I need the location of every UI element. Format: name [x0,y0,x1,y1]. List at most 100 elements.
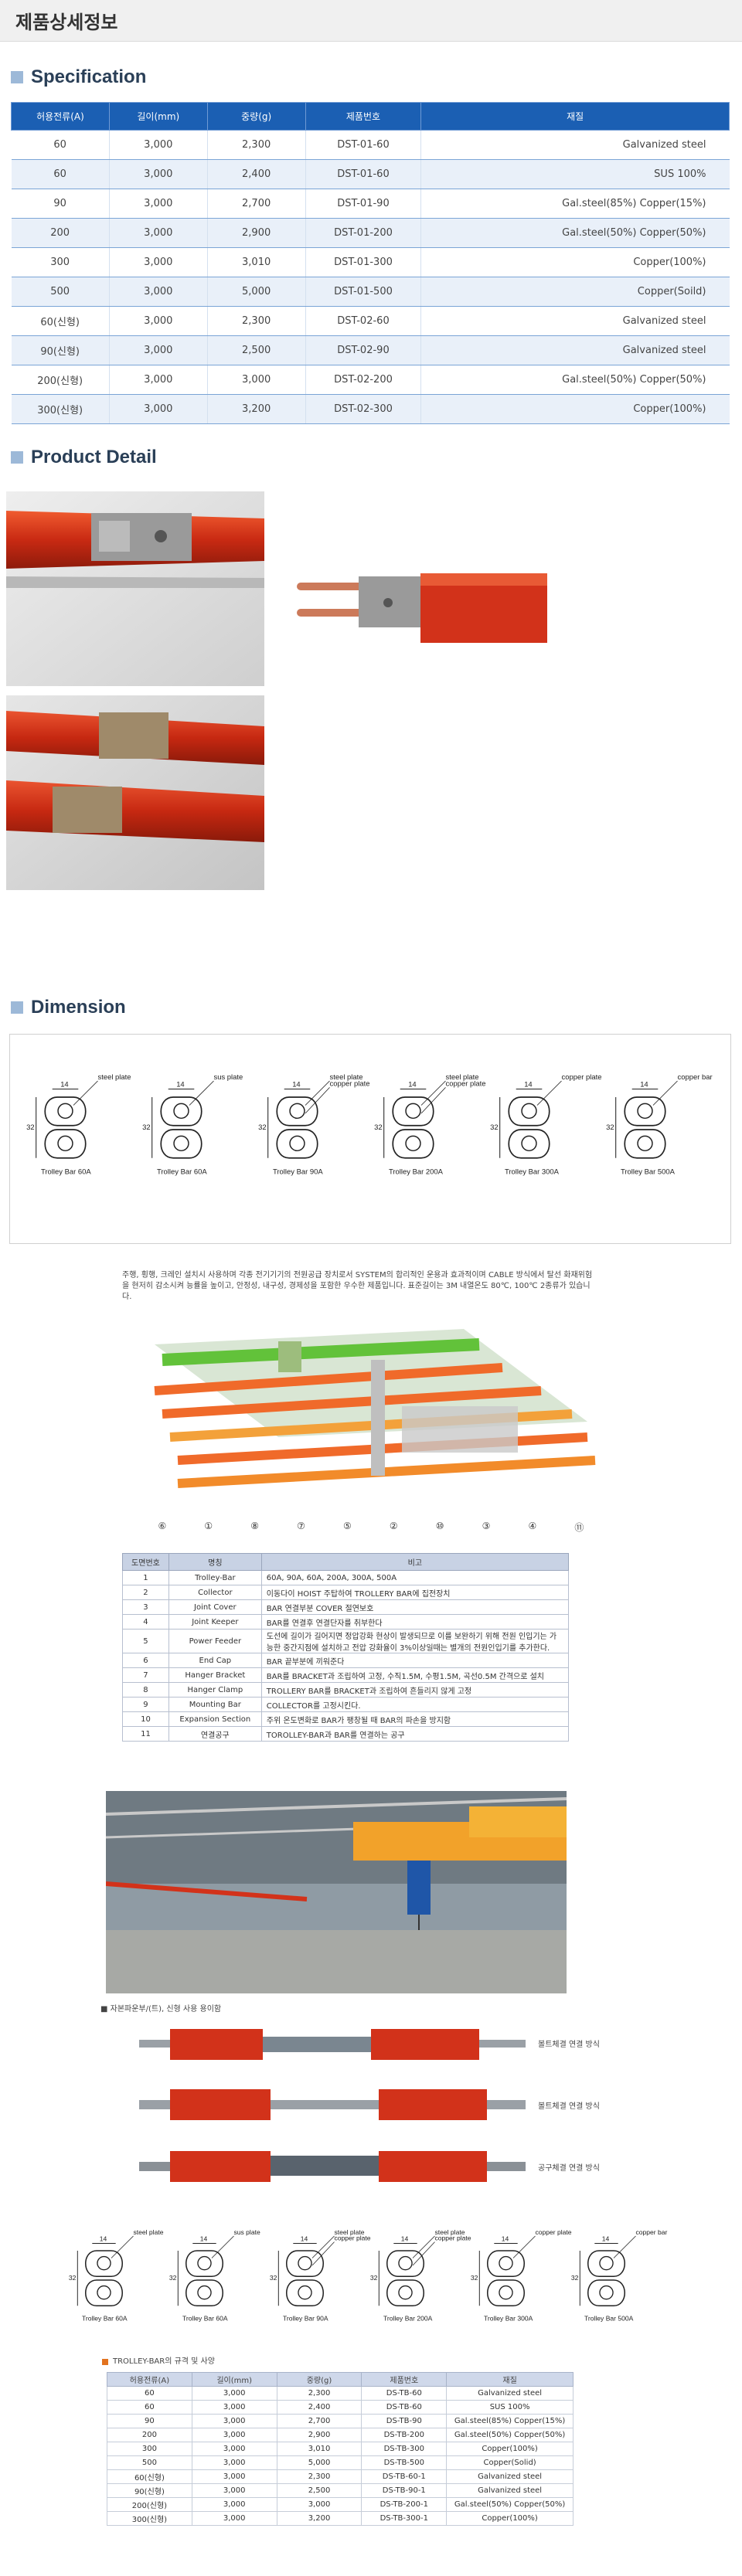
spec-table-cell: 3,000 [109,335,208,365]
callout-line [412,2241,435,2266]
spec2-table-cell: 60 [107,2386,192,2401]
spec2-table-row: 300(신형) 3,000 3,200 DS-TB-300-1 Copper(100%) [107,2511,574,2526]
profile-conductor [97,2255,111,2271]
trolley-profile: 14 32 copper plate Trolley Bar 300A [471,2228,572,2322]
dimension-drawings-2: 14 32 steel plate Trolley Bar 60A 14 32 sus pl… [69,2228,668,2322]
spec2-bullet-icon [102,2359,108,2365]
profile-outline [85,2279,123,2307]
trolley-profile: 14 32 steel plate Trolley Bar 60A [26,1073,131,1177]
spec-table-header-cell: 길이(mm) [108,102,208,131]
spec-table-cell: DST-01-300 [305,247,422,277]
parts-table-cell: 6 [122,1653,169,1668]
trolley-label: Trolley Bar 60A [157,1168,207,1177]
dim-height-label: 32 [26,1123,35,1132]
dim-height-label: 32 [270,2274,277,2282]
spec2-table-cell: 3,000 [191,2511,277,2526]
spec-table-cell: 90(신형) [11,335,110,365]
dim-height-label: 32 [571,2274,579,2282]
parts-table-row: 4 Joint Keeper BAR를 연결후 연결단자를 취부한다 [122,1614,570,1630]
section-square-icon [11,1001,23,1014]
spec-table-row: 300(신형) 3,000 3,200 DST-02-300 Copper(100%) [11,394,730,424]
spec2-table-cell: DS-TB-300 [361,2442,448,2456]
spec2-table-cell: 3,000 [191,2428,277,2442]
profile-conductor [398,2285,413,2300]
spec-table-cell: 3,000 [109,365,208,395]
profile-outline [508,1096,550,1127]
spec-table-cell: Copper(Soild) [420,277,730,307]
spec-table-header-cell: 허용전류(A) [11,102,110,131]
parts-table-cell: 9 [122,1697,169,1712]
profile-outline [186,2250,223,2278]
callout-label: copper plate [330,1079,370,1088]
spec2-table-cell: DS-TB-90 [361,2414,448,2428]
callout-label: steel plate [335,2228,365,2236]
spec2-table: 허용전류(A) 길이(mm) 중량(g) 제품번호 재질 60 3,000 2,300 DS-… [107,2372,574,2526]
profile-outline [587,2250,625,2278]
product-photo-2 [6,695,264,890]
callout-line [305,1080,330,1106]
connection-photos [139,2024,526,2202]
profile-conductor [197,2285,212,2300]
trolley-label: Trolley Bar 60A [82,2314,128,2322]
dim-height-label: 32 [142,1123,151,1132]
dim-width-label: 14 [176,1080,185,1089]
spec-table-row: 200(신형) 3,000 3,000 DST-02-200 Gal.steel(50%… [11,365,730,395]
parts-table-cell: 2 [122,1585,169,1600]
spec2-table-row: 300 3,000 3,010 DS-TB-300 Copper(100%) [107,2442,574,2456]
spec-table-cell: 5,000 [207,277,306,307]
parts-table-header-cell: 비고 [260,1553,570,1571]
trolley-profile: 14 32 steel plate Trolley Bar 60A [69,2228,164,2322]
parts-table-cell: 4 [122,1614,169,1630]
parts-table-cell: TOROLLEY-BAR과 BAR를 연결하는 공구 [260,1726,570,1742]
trolley-profile: 14 32 copper bar Trolley Bar 500A [571,2228,668,2322]
profile-outline [624,1096,666,1127]
page-title-bar: 제품상세정보 [0,0,742,42]
spec-table-cell: 2,300 [207,130,306,160]
profile-conductor [398,2255,413,2271]
dim-width-label: 14 [408,1080,417,1089]
parts-table-cell: Trolley-Bar [168,1570,262,1585]
spec-table-cell: 60 [11,159,110,189]
parts-table-row: 5 Power Feeder 도선에 길이가 길어지면 정압강화 현상이 발생되므로… [122,1629,570,1653]
parts-table-cell: Power Feeder [168,1629,262,1653]
spec2-table-header: 허용전류(A) 길이(mm) 중량(g) 제품번호 재질 [107,2372,574,2387]
trolley-profile: 14 32 copper plate Trolley Bar 300A [490,1073,601,1177]
spec2-table-cell: 500 [107,2455,192,2470]
diagram-number: ① [204,1521,213,1531]
spec2-table-cell: 2,500 [276,2483,362,2498]
callout-label: copper plate [446,1079,486,1088]
connection-label-3: 공구체결 연결 방식 [538,2164,600,2173]
spec2-table-header-cell: 허용전류(A) [107,2372,192,2387]
spec2-table-cell: DS-TB-300-1 [361,2511,448,2526]
profile-conductor [637,1103,653,1120]
spec2-table-row: 500 3,000 5,000 DS-TB-500 Copper(Solid) [107,2455,574,2470]
spec2-table-cell: SUS 100% [446,2400,574,2415]
crane-photo [106,1791,567,1993]
profile-conductor [599,2255,614,2271]
spec-table-cell: 60(신형) [11,306,110,336]
parts-table-cell: Joint Cover [168,1599,262,1615]
trolley-profile: 14 32 sus plate Trolley Bar 60A [142,1073,243,1177]
spec2-table-header-cell: 재질 [446,2372,574,2387]
profile-outline [624,1129,666,1159]
profile-outline [587,2279,625,2307]
parts-table-body: 1 Trolley-Bar 60A, 90A, 60A, 200A, 300A, 5… [122,1570,570,1742]
spec-table-cell: DST-02-200 [305,365,422,395]
spec2-table-cell: 3,010 [276,2442,362,2456]
trolley-label: Trolley Bar 90A [273,1168,323,1177]
dim-width-label: 14 [301,2235,308,2243]
profile-outline [392,1096,434,1127]
spec-table-header-cell: 재질 [420,102,730,131]
parts-table-row: 8 Hanger Clamp TROLLERY BAR를 BRACKET과 조립하여… [122,1682,570,1698]
spec-table-cell: 3,000 [109,159,208,189]
profile-outline [392,1129,434,1159]
profile-outline [160,1129,203,1159]
trolley-label: Trolley Bar 300A [505,1168,560,1177]
parts-table-row: 10 Expansion Section 주위 온도변화로 BAR가 팽창될 때 B… [122,1711,570,1727]
callout-label: sus plate [234,2228,260,2236]
spec-table-cell: 90 [11,189,110,219]
callout-line [311,2235,335,2258]
parts-table-row: 3 Joint Cover BAR 연결부분 COVER 절연보호 [122,1599,570,1615]
profile-conductor [298,2255,312,2271]
